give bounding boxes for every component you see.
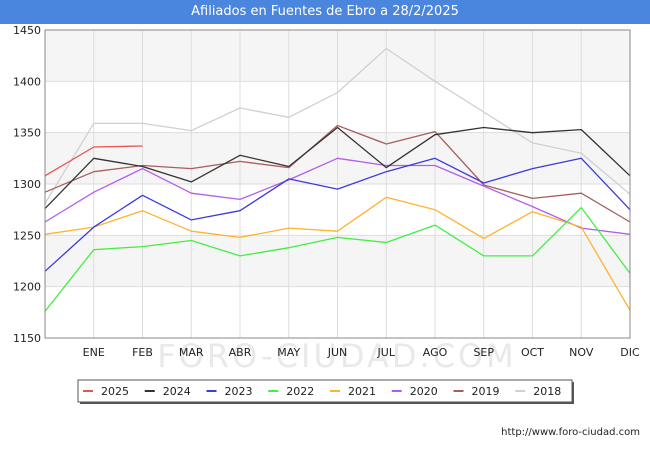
series-line-2024 [44, 126, 631, 210]
legend-box [77, 379, 573, 403]
series-line-2019 [44, 124, 631, 223]
y-tick-label: 1450 [13, 24, 41, 37]
x-tick-label: SEP [473, 346, 494, 359]
y-tick-label: 1300 [13, 178, 41, 191]
x-tick-label: JUN [327, 346, 348, 359]
series-line-2018 [44, 47, 631, 204]
x-tick-label: ENE [83, 346, 105, 359]
chart-title: Afiliados en Fuentes de Ebro a 28/2/2025 [0, 0, 650, 24]
x-tick-label: JUL [377, 346, 396, 359]
series-line-2025 [44, 145, 143, 177]
legend-label-2024: 2024 [163, 385, 191, 398]
legend-label-2018: 2018 [533, 385, 561, 398]
legend-label-2019: 2019 [472, 385, 500, 398]
watermark: FORO-CIUDAD.COM [157, 337, 517, 375]
legend-label-2021: 2021 [348, 385, 376, 398]
y-tick-label: 1350 [13, 127, 41, 140]
x-tick-label: AGO [423, 346, 448, 359]
y-tick-label: 1250 [13, 229, 41, 242]
x-tick-label: MAY [277, 346, 300, 359]
y-tick-label: 1400 [13, 75, 41, 88]
series-line-2021 [44, 196, 631, 311]
x-tick-label: OCT [521, 346, 544, 359]
legend-label-2022: 2022 [286, 385, 314, 398]
legend-label-2025: 2025 [101, 385, 129, 398]
x-tick-label: NOV [569, 346, 594, 359]
x-tick-label: MAR [179, 346, 204, 359]
y-tick-label: 1150 [13, 332, 41, 345]
x-tick-label: DIC [620, 346, 640, 359]
footer-url: http://www.foro-ciudad.com [501, 427, 640, 438]
series-line-2022 [44, 206, 631, 312]
series-line-2020 [44, 157, 631, 235]
legend-label-2023: 2023 [225, 385, 253, 398]
plot-frame [44, 29, 631, 339]
x-tick-label: ABR [229, 346, 252, 359]
legend-label-2020: 2020 [410, 385, 438, 398]
series-line-2023 [44, 157, 631, 272]
x-tick-label: FEB [132, 346, 153, 359]
y-tick-label: 1200 [13, 281, 41, 294]
